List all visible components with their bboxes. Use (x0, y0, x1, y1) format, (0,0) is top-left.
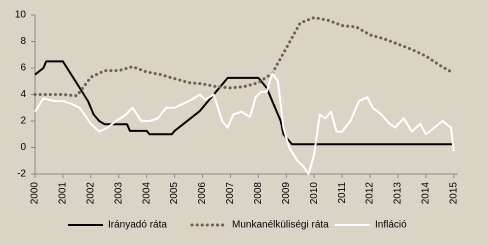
x-tick-label: 2010 (309, 182, 320, 205)
x-tick-label: 2011 (337, 182, 348, 204)
x-tick-label: 2008 (253, 182, 264, 205)
x-tick-label: 2000 (30, 182, 41, 205)
x-tick-label: 2003 (113, 182, 124, 205)
series-line (33, 16, 456, 98)
x-tick-label: 2012 (365, 182, 376, 205)
x-tick-label: 2014 (421, 182, 432, 205)
series-line (34, 72, 455, 175)
y-tick-label: 8 (20, 36, 26, 47)
x-tick-label: 2001 (58, 182, 69, 205)
x-tick-label: 2013 (393, 182, 404, 205)
y-tick-label: 6 (20, 63, 26, 74)
x-tick-label: 2015 (448, 182, 459, 205)
legend-label: Munkanélküliségi ráta (232, 220, 329, 231)
series-line (34, 60, 454, 146)
legend-label: Infláció (375, 220, 407, 231)
x-tick-label: 2004 (141, 182, 152, 205)
legend-label: Irányadó ráta (108, 220, 167, 231)
x-tick-label: 2002 (85, 182, 96, 205)
x-tick-label: 2006 (197, 182, 208, 205)
y-tick-label: -2 (17, 169, 26, 180)
y-tick-label: 0 (20, 142, 26, 153)
x-tick-label: 2005 (169, 182, 180, 205)
x-tick-label: 2009 (281, 182, 292, 205)
y-tick-label: 4 (20, 89, 26, 100)
x-tick-label: 2007 (225, 182, 236, 205)
y-tick-label: 2 (20, 116, 26, 127)
y-tick-label: 10 (15, 10, 27, 21)
